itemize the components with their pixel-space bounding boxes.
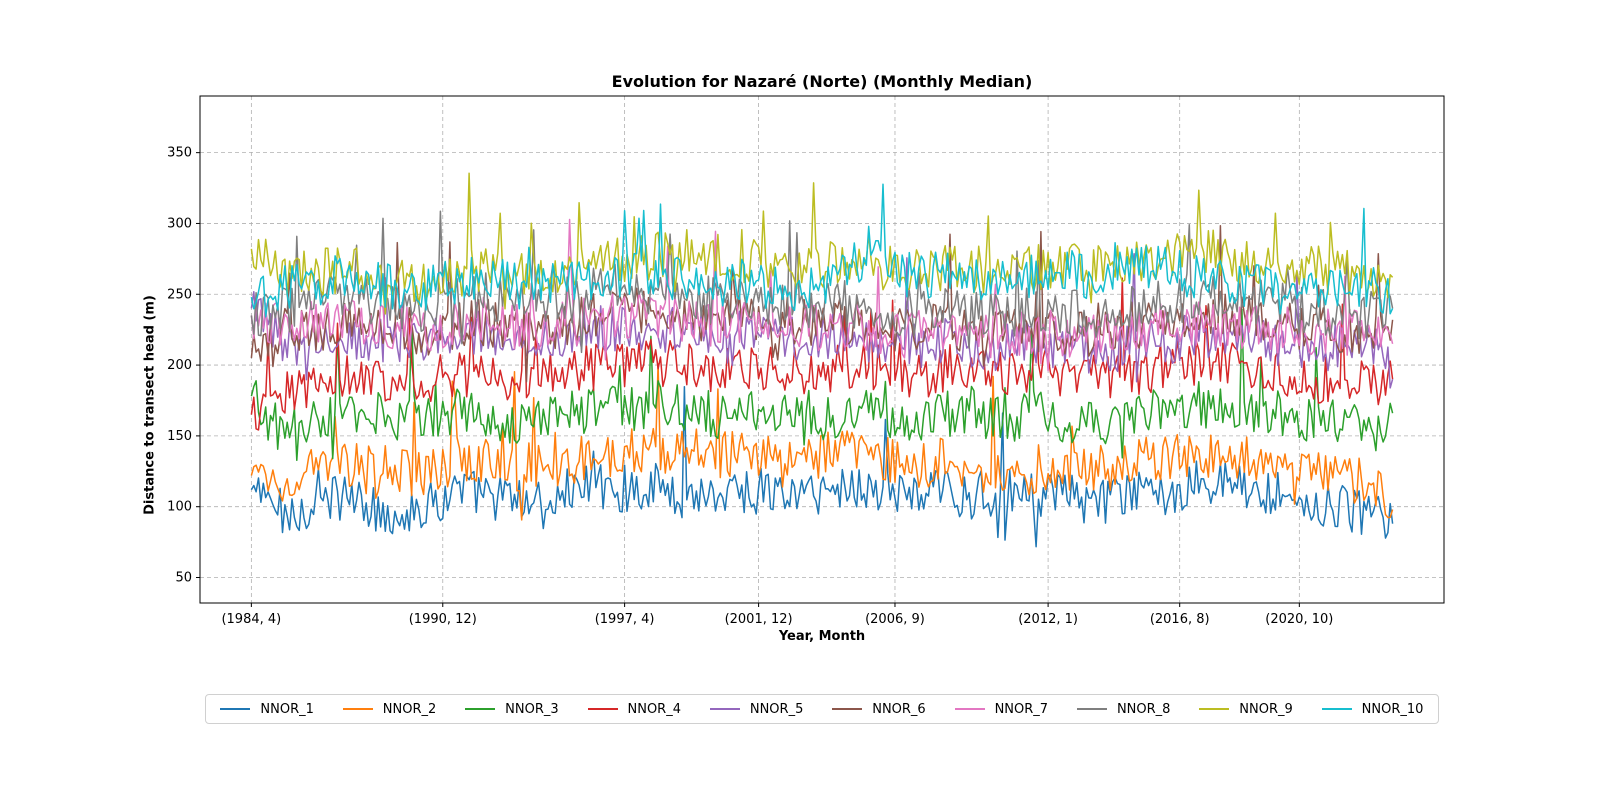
y-tick-label: 250 [167, 287, 192, 302]
legend-label: NNOR_2 [382, 701, 437, 717]
x-tick-label: (2012, 1) [1018, 612, 1078, 627]
legend-swatch [220, 708, 251, 710]
plot-frame [199, 95, 1445, 604]
chart-title: Evolution for Nazaré (Norte) (Monthly Me… [611, 72, 1033, 91]
x-tick-label: (2020, 10) [1265, 612, 1333, 627]
legend-label: NNOR_8 [1116, 701, 1171, 717]
legend-label: NNOR_7 [994, 701, 1049, 717]
legend-item: NNOR_3 [465, 702, 559, 717]
legend-item: NNOR_2 [342, 701, 437, 717]
legend-item: NNOR_5 [709, 701, 804, 717]
legend-label: NNOR_3 [505, 701, 559, 717]
y-axis-label: Distance to transect head (m) [142, 295, 158, 515]
x-axis-label: Year, Month [778, 629, 866, 644]
x-tick-label: (1984, 4) [221, 612, 281, 627]
legend-item: NNOR_1 [220, 702, 314, 717]
x-tick-label: (2001, 12) [725, 612, 793, 627]
x-tick-label: (2006, 9) [865, 612, 925, 627]
series-line-nnor-3 [250, 308, 1394, 462]
legend-item: NNOR_4 [587, 701, 682, 717]
legend-item: NNOR_7 [954, 701, 1049, 717]
legend-swatch [1076, 708, 1107, 710]
legend-label: NNOR_4 [627, 701, 682, 717]
series-line-nnor-1 [250, 385, 1394, 548]
legend-label: NNOR_5 [749, 701, 804, 717]
y-tick-label: 50 [175, 571, 192, 586]
legend-label: NNOR_1 [260, 701, 314, 717]
series-line-nnor-8 [250, 210, 1394, 354]
legend-label: NNOR_6 [872, 701, 926, 717]
x-tick-label: (1997, 4) [595, 612, 655, 627]
series-line-nnor-4 [250, 277, 1394, 431]
series-line-nnor-9 [250, 172, 1394, 315]
x-tick-label: (2016, 8) [1150, 612, 1210, 627]
legend: NNOR_1 NNOR_2 NNOR_3 NNOR_4 NNOR_5 NNOR_6 NNOR… [205, 694, 1439, 724]
legend-swatch [1321, 708, 1352, 710]
legend-swatch [709, 708, 740, 710]
y-tick-label: 100 [167, 500, 192, 515]
legend-swatch [1199, 708, 1230, 710]
legend-item: NNOR_10 [1321, 701, 1424, 717]
series-line-nnor-10 [250, 183, 1394, 318]
legend-swatch [587, 708, 618, 710]
y-tick-label: 350 [167, 146, 192, 161]
legend-swatch [342, 708, 373, 710]
legend-swatch [465, 708, 496, 710]
legend-label: NNOR_10 [1361, 701, 1424, 717]
y-tick-label: 150 [167, 429, 192, 444]
legend-item: NNOR_6 [832, 702, 926, 717]
y-tick-label: 300 [167, 216, 192, 231]
legend-swatch [832, 708, 863, 710]
series-line-nnor-7 [250, 218, 1394, 372]
legend-item: NNOR_9 [1199, 702, 1293, 717]
legend-swatch [954, 708, 985, 710]
legend-item: NNOR_8 [1076, 701, 1171, 717]
legend-label: NNOR_9 [1239, 701, 1293, 717]
y-tick-label: 200 [167, 358, 192, 373]
x-tick-label: (1990, 12) [409, 612, 477, 627]
